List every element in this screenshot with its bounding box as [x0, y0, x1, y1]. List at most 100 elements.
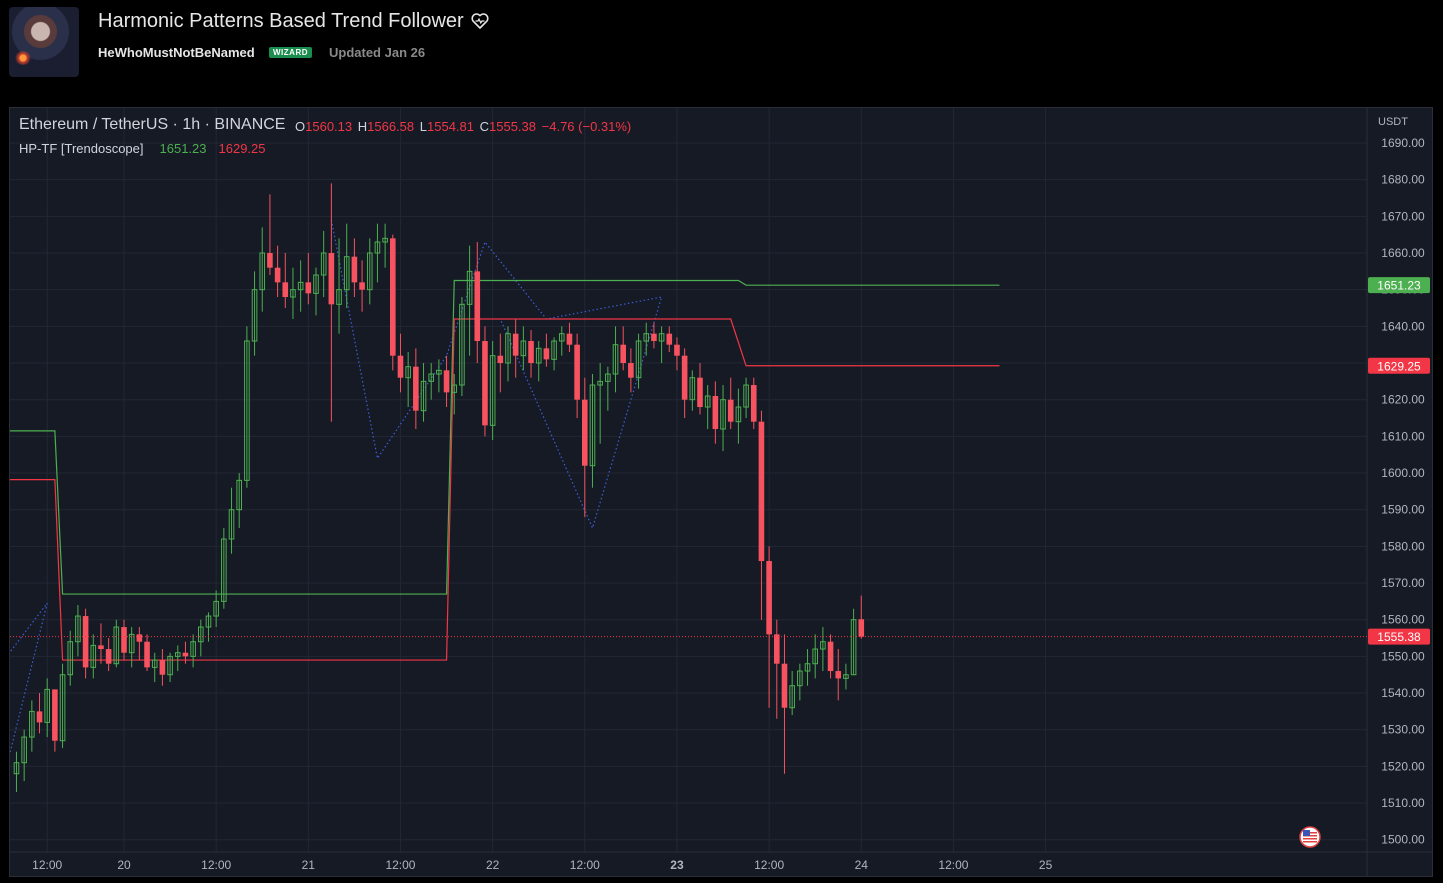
price-tick-label: 1530.00 [1381, 723, 1425, 737]
candle-body [812, 648, 819, 665]
time-tick-label: 20 [117, 858, 131, 872]
candle-body [720, 399, 726, 430]
candle-body [336, 289, 342, 305]
candle-body [382, 237, 388, 243]
candle-body [405, 366, 411, 379]
candle-body [489, 355, 496, 426]
price-label-bg [1368, 357, 1430, 374]
time-tick-label: 12:00 [32, 858, 62, 872]
candle-body [59, 674, 66, 742]
candle-body [167, 655, 173, 676]
candle-body [251, 289, 258, 342]
candle-body [712, 396, 719, 430]
candle-body [113, 626, 120, 665]
price-label: 1629.25 [1377, 359, 1421, 373]
price-tick-label: 1670.00 [1381, 209, 1425, 223]
candle-body [13, 762, 20, 775]
us-flag-canton [1303, 830, 1310, 836]
price-tick-label: 1560.00 [1381, 613, 1425, 627]
candle-body [297, 281, 304, 291]
us-flag-stripe [1303, 838, 1317, 840]
candle-body [535, 347, 542, 364]
price-tick-label: 1570.00 [1381, 576, 1425, 590]
candle-body [482, 341, 488, 426]
candle-body [820, 641, 826, 650]
time-tick-label: 23 [670, 858, 684, 872]
low-value: 1554.81 [427, 119, 474, 134]
candle-body [827, 641, 834, 672]
candle-body [328, 253, 335, 305]
chart-frame[interactable] [9, 107, 1433, 877]
author-avatar[interactable] [9, 7, 79, 77]
candle-body [267, 253, 273, 268]
indicator-name: HP-TF [Trendoscope] [19, 141, 144, 156]
candle-body [566, 333, 573, 345]
candle-body [90, 644, 97, 668]
candle-body [351, 256, 358, 283]
candle-body [121, 627, 127, 653]
candle-body [797, 670, 803, 687]
candle-body [52, 689, 58, 741]
candle-body [612, 344, 619, 375]
price-axis-unit: USDT [1378, 116, 1408, 128]
time-tick-label: 25 [1039, 858, 1053, 872]
wizard-badge: WIZARD [269, 47, 312, 58]
candle-body [128, 633, 135, 654]
author-name[interactable]: HeWhoMustNotBeNamed [98, 45, 255, 60]
candle-body [658, 333, 665, 342]
candle-body [843, 674, 849, 679]
candle-body [451, 384, 458, 393]
candle-body [259, 252, 266, 291]
candle-body [82, 616, 89, 668]
candle-body [21, 736, 27, 764]
candle-body [505, 333, 511, 364]
candle-body [520, 340, 527, 357]
candle-body [512, 333, 519, 356]
price-tick-label: 1600.00 [1381, 466, 1425, 480]
time-tick-label: 12:00 [201, 858, 231, 872]
candle-body [727, 399, 734, 422]
candle-body [105, 649, 112, 664]
price-label-bg [1368, 628, 1430, 645]
close-value: 1555.38 [489, 119, 537, 134]
high-value: 1566.58 [367, 119, 415, 134]
candle-body [774, 634, 780, 664]
symbol-title[interactable]: Ethereum / TetherUS · 1h · BINANCE [19, 116, 286, 133]
indicator-legend[interactable]: HP-TF [Trendoscope] 1651.23 1629.25 [19, 141, 266, 156]
price-label: 1555.38 [1377, 630, 1421, 644]
candle-body [397, 355, 404, 378]
price-tick-label: 1590.00 [1381, 503, 1425, 517]
price-tick-label: 1520.00 [1381, 759, 1425, 773]
price-tick-label: 1620.00 [1381, 393, 1425, 407]
trend-line-lower [10, 318, 1000, 661]
time-tick-label: 12:00 [938, 858, 968, 872]
candle-body [282, 282, 289, 298]
candle-body [29, 710, 35, 738]
candle-body [850, 619, 857, 676]
price-tick-label: 1640.00 [1381, 319, 1425, 333]
price-tick-label: 1540.00 [1381, 686, 1425, 700]
price-tick-label: 1580.00 [1381, 539, 1425, 553]
price-tick-label: 1500.00 [1381, 833, 1425, 847]
candle-body [704, 395, 711, 408]
candle-body [228, 509, 235, 540]
candle-body [551, 340, 557, 360]
low-label: L [419, 119, 427, 134]
candle-body [497, 355, 504, 364]
candle-body [597, 380, 603, 386]
candle-body [151, 659, 158, 668]
price-label: 1651.23 [1377, 279, 1421, 293]
candle-body [67, 641, 74, 676]
candle-body [144, 641, 150, 668]
candle-body [674, 344, 680, 356]
time-tick-label: 12:00 [385, 858, 415, 872]
candle-body [605, 373, 611, 382]
candle-body [620, 344, 626, 364]
high-label: H [357, 119, 368, 134]
heart-icon[interactable] [470, 11, 490, 31]
ohlc-legend: O1560.13 H1566.58 L1554.81 C1555.38 −4.7… [295, 119, 631, 134]
candle-body [474, 271, 481, 342]
time-tick-label: 22 [486, 858, 500, 872]
candle-body [697, 377, 703, 408]
